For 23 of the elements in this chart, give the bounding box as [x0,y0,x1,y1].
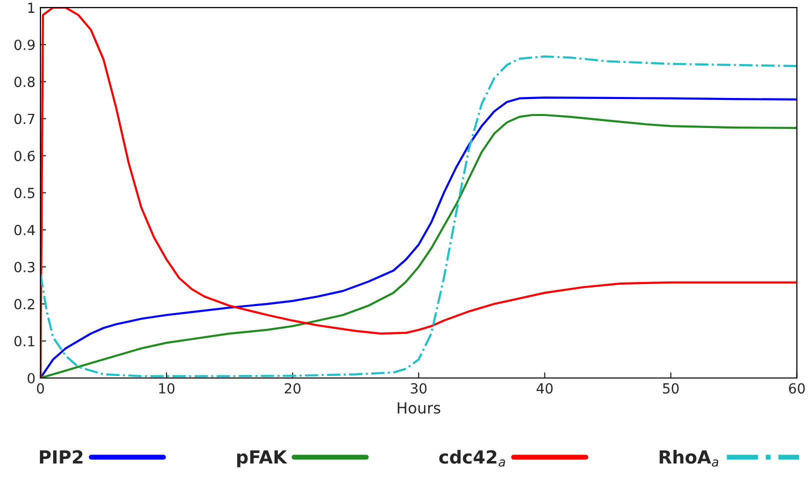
y-tick-label: 1 [28,2,34,13]
y-tick-label: 0.6 [14,150,35,162]
y-tick-label: 0.4 [14,224,35,236]
legend-label: cdc42$_{a}$ [439,450,506,467]
y-tick-label: 0 [28,372,35,384]
y-tick-label: 0.5 [14,188,34,198]
x-tick-label: 30 [410,383,427,394]
y-tick-label: 0.8 [14,76,35,88]
x-tick-label: 60 [789,383,805,394]
x-tick-label: 20 [284,383,301,394]
x-tick-label: 0 [36,383,44,394]
x-tick-label: 10 [159,383,174,394]
y-tick-label: 0.7 [14,114,34,124]
y-tick-label: 0.3 [14,262,34,272]
legend-label: PIP2 [40,450,82,464]
legend-label: RhoA$_{a}$ [660,450,718,467]
x-tick-label: 50 [663,383,679,394]
legend-label: pFAK [237,450,288,468]
x-tick-label: 40 [536,383,553,394]
x-axis-title: Hours [398,402,440,414]
y-tick-label: 0.2 [14,298,34,310]
y-tick-label: 0.1 [14,336,34,346]
y-tick-label: 0.9 [14,40,35,50]
